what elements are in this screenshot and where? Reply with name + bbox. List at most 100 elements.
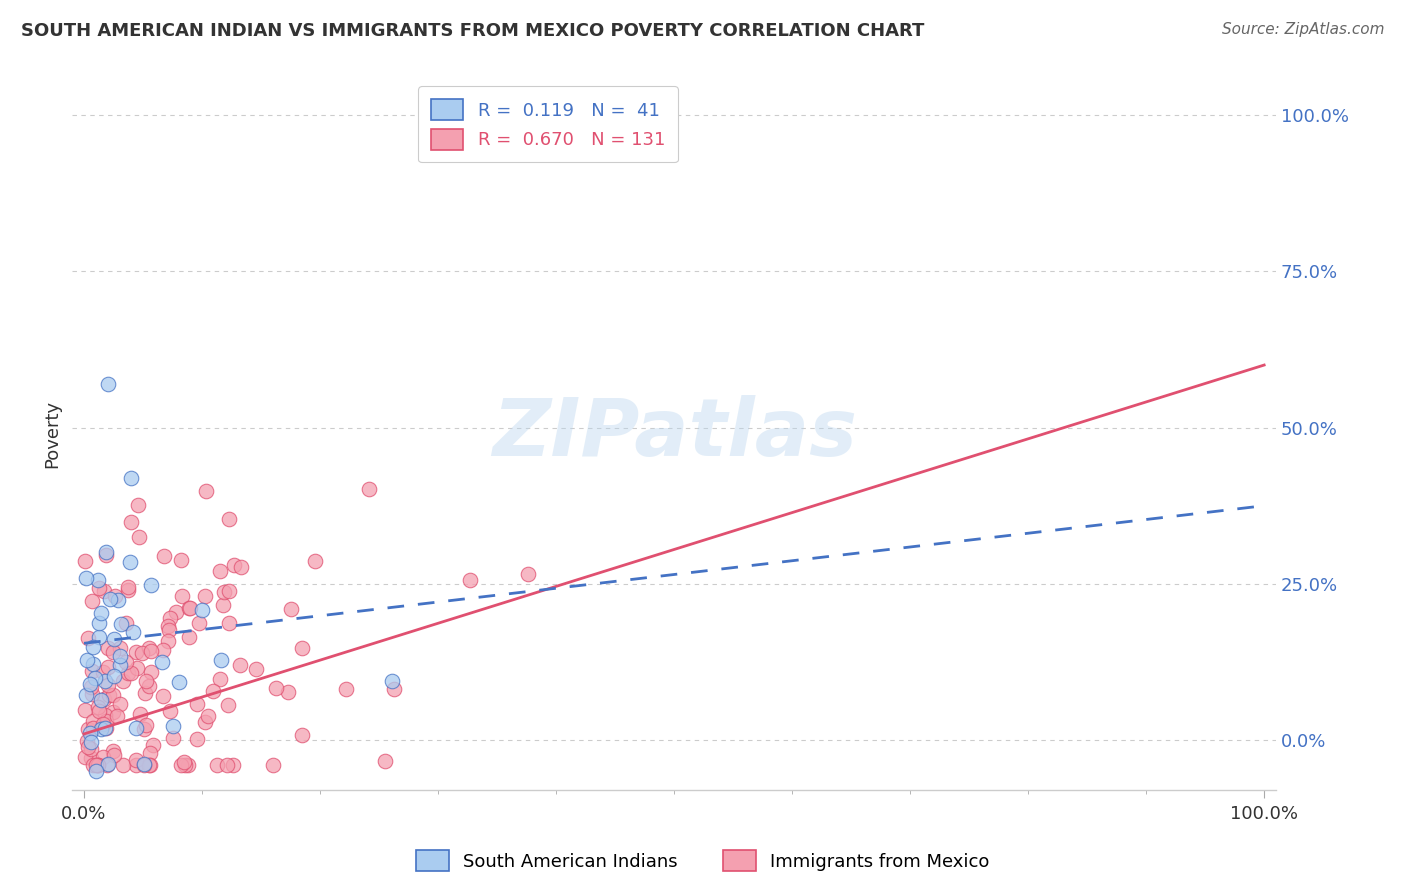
Point: [165, 605, 187, 619]
Point: [125, 721, 148, 735]
Point: [91, 665, 114, 680]
Point: [218, 512, 240, 526]
Point: [79, 680, 101, 694]
Point: [179, 600, 201, 615]
Point: [82, 686, 104, 700]
Point: [110, 697, 132, 711]
Point: [304, 554, 326, 568]
Point: [75, 703, 97, 717]
Point: [77, 722, 100, 736]
Point: [90, 693, 112, 707]
Point: [212, 585, 235, 599]
Point: [209, 672, 232, 686]
Point: [132, 722, 155, 736]
Point: [224, 558, 246, 572]
Point: [245, 662, 267, 676]
Point: [76, 632, 98, 646]
Point: [209, 653, 232, 667]
Point: [87, 758, 110, 772]
Point: [87, 616, 110, 631]
Point: [202, 684, 225, 698]
Point: [79, 725, 101, 739]
Point: [87, 700, 110, 714]
Point: [79, 677, 101, 691]
Point: [76, 653, 98, 667]
Point: [264, 681, 287, 696]
Point: [173, 755, 195, 769]
Point: [105, 709, 128, 723]
Point: [90, 606, 112, 620]
Point: [97, 659, 120, 673]
Point: [115, 656, 138, 670]
Point: [117, 581, 139, 595]
Point: [80, 735, 103, 749]
Point: [291, 640, 314, 655]
Point: [75, 571, 97, 585]
Point: [108, 657, 131, 672]
Point: [128, 530, 150, 544]
Point: [125, 753, 148, 767]
Point: [169, 758, 191, 772]
Point: [277, 685, 299, 699]
Point: [374, 755, 396, 769]
Point: [127, 661, 149, 675]
Point: [86, 758, 108, 772]
Point: [127, 499, 149, 513]
Point: [120, 470, 142, 484]
Point: [87, 704, 110, 718]
Point: [125, 645, 148, 659]
Point: [174, 758, 197, 772]
Point: [218, 616, 240, 631]
Point: [194, 715, 217, 730]
Point: [94, 673, 117, 688]
Point: [138, 758, 160, 772]
Point: [120, 515, 142, 529]
Point: [120, 555, 142, 569]
Point: [76, 734, 98, 748]
Point: [103, 632, 125, 646]
Point: [134, 686, 156, 700]
Point: [110, 640, 132, 655]
Point: [131, 646, 153, 660]
Point: [91, 717, 114, 731]
Point: [96, 722, 118, 736]
Point: [75, 689, 97, 703]
Point: [117, 583, 139, 598]
Point: [179, 601, 201, 615]
Point: [142, 738, 165, 752]
Point: [97, 756, 120, 771]
Point: [75, 554, 97, 568]
Point: [84, 764, 107, 779]
Point: [103, 748, 125, 763]
Point: [93, 584, 115, 599]
Point: [152, 689, 174, 703]
Text: Source: ZipAtlas.com: Source: ZipAtlas.com: [1222, 22, 1385, 37]
Point: [101, 744, 124, 758]
Point: [177, 630, 200, 644]
Point: [97, 376, 120, 391]
Point: [132, 757, 155, 772]
Point: [93, 691, 115, 706]
Point: [82, 664, 104, 678]
Point: [152, 549, 174, 563]
Point: [186, 731, 208, 746]
Point: [89, 630, 111, 644]
Point: [208, 564, 231, 578]
Point: [103, 645, 125, 659]
Point: [82, 721, 104, 735]
Point: [84, 758, 107, 772]
Point: [215, 758, 238, 772]
Point: [77, 740, 100, 755]
Point: [231, 560, 253, 574]
Point: [80, 751, 103, 765]
Point: [458, 574, 481, 588]
Point: [82, 657, 104, 672]
Point: [107, 593, 129, 607]
Point: [218, 584, 240, 599]
Point: [96, 758, 118, 772]
Point: [197, 708, 219, 723]
Point: [162, 719, 184, 733]
Point: [93, 707, 115, 722]
Point: [141, 578, 163, 592]
Point: [280, 601, 302, 615]
